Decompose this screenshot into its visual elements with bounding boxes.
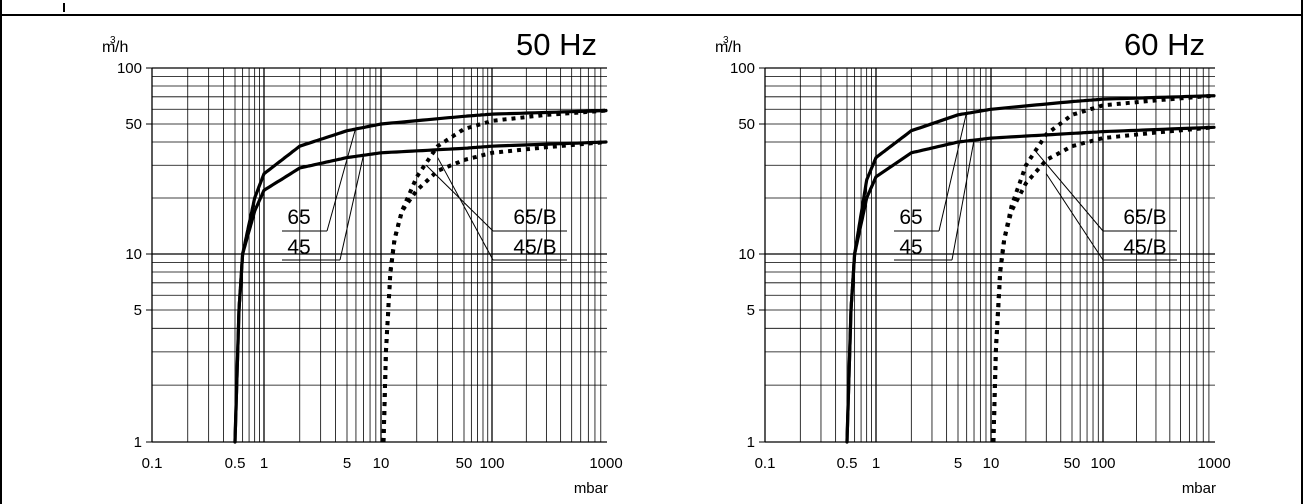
y-tick-label: 50: [125, 116, 142, 133]
series-line-45-b: [991, 125, 1215, 443]
series-label-65b: 65/B: [1123, 206, 1166, 229]
y-axis-label: m: [715, 39, 728, 56]
leader-line-65: [326, 127, 357, 232]
series-line-65: [845, 94, 1216, 444]
x-tick-label: 0.1: [142, 455, 163, 472]
series-label-45: 45: [287, 236, 310, 259]
y-axis-label-superscript: 3: [110, 35, 116, 46]
x-axis-label: mbar: [1182, 480, 1216, 497]
series-label-65: 65: [899, 206, 922, 229]
leader-line-65b: [1034, 150, 1104, 232]
leader-line-65: [938, 111, 968, 232]
y-tick-label: 1: [747, 434, 755, 451]
y-tick-label: 5: [134, 302, 142, 319]
series-line-65: [233, 108, 608, 444]
leader-line-45b: [1045, 173, 1104, 261]
top-rule: [0, 0, 1303, 16]
y-tick-label: 5: [747, 302, 755, 319]
x-tick-label: 1: [872, 455, 880, 472]
x-axis-label: mbar: [574, 480, 608, 497]
series-label-45b: 45/B: [1123, 236, 1166, 259]
chart-title: 60 Hz: [1124, 27, 1205, 62]
y-axis-label-unit: /h: [728, 39, 741, 56]
chart-title: 50 Hz: [516, 27, 597, 62]
series-line-45: [845, 125, 1216, 444]
y-axis-label-unit: /h: [115, 39, 128, 56]
x-tick-label: 0.1: [755, 455, 776, 472]
series-label-65b: 65/B: [513, 206, 556, 229]
y-axis-label: m: [102, 39, 115, 56]
series-line-45: [233, 140, 608, 444]
series-label-45: 45: [899, 236, 922, 259]
x-tick-label: 1: [260, 455, 268, 472]
y-tick-label: 100: [730, 60, 755, 77]
y-axis-label-superscript: 3: [723, 35, 729, 46]
series-label-45b: 45/B: [513, 236, 556, 259]
y-tick-label: 1: [134, 434, 142, 451]
x-tick-label: 10: [983, 455, 1000, 472]
x-tick-label: 5: [954, 455, 962, 472]
series-label-65: 65: [287, 206, 310, 229]
x-tick-label: 50: [1064, 455, 1081, 472]
x-tick-label: 0.5: [837, 455, 858, 472]
x-tick-label: 1000: [589, 455, 622, 472]
leader-line-45: [951, 139, 975, 261]
leader-line-45b: [437, 157, 494, 261]
y-tick-label: 10: [125, 246, 142, 263]
y-tick-label: 10: [738, 246, 755, 263]
x-tick-label: 5: [343, 455, 351, 472]
y-tick-label: 50: [738, 116, 755, 133]
x-tick-label: 50: [456, 455, 473, 472]
leader-line-45: [339, 155, 364, 261]
x-tick-label: 100: [479, 455, 504, 472]
series-line-65-b: [991, 93, 1215, 443]
series-line-45-b: [381, 140, 607, 443]
x-tick-label: 1000: [1197, 455, 1230, 472]
x-tick-label: 10: [373, 455, 390, 472]
y-tick-label: 100: [117, 60, 142, 77]
x-tick-label: 100: [1090, 455, 1115, 472]
x-tick-label: 0.5: [225, 455, 246, 472]
top-rule-tick: [63, 3, 65, 12]
